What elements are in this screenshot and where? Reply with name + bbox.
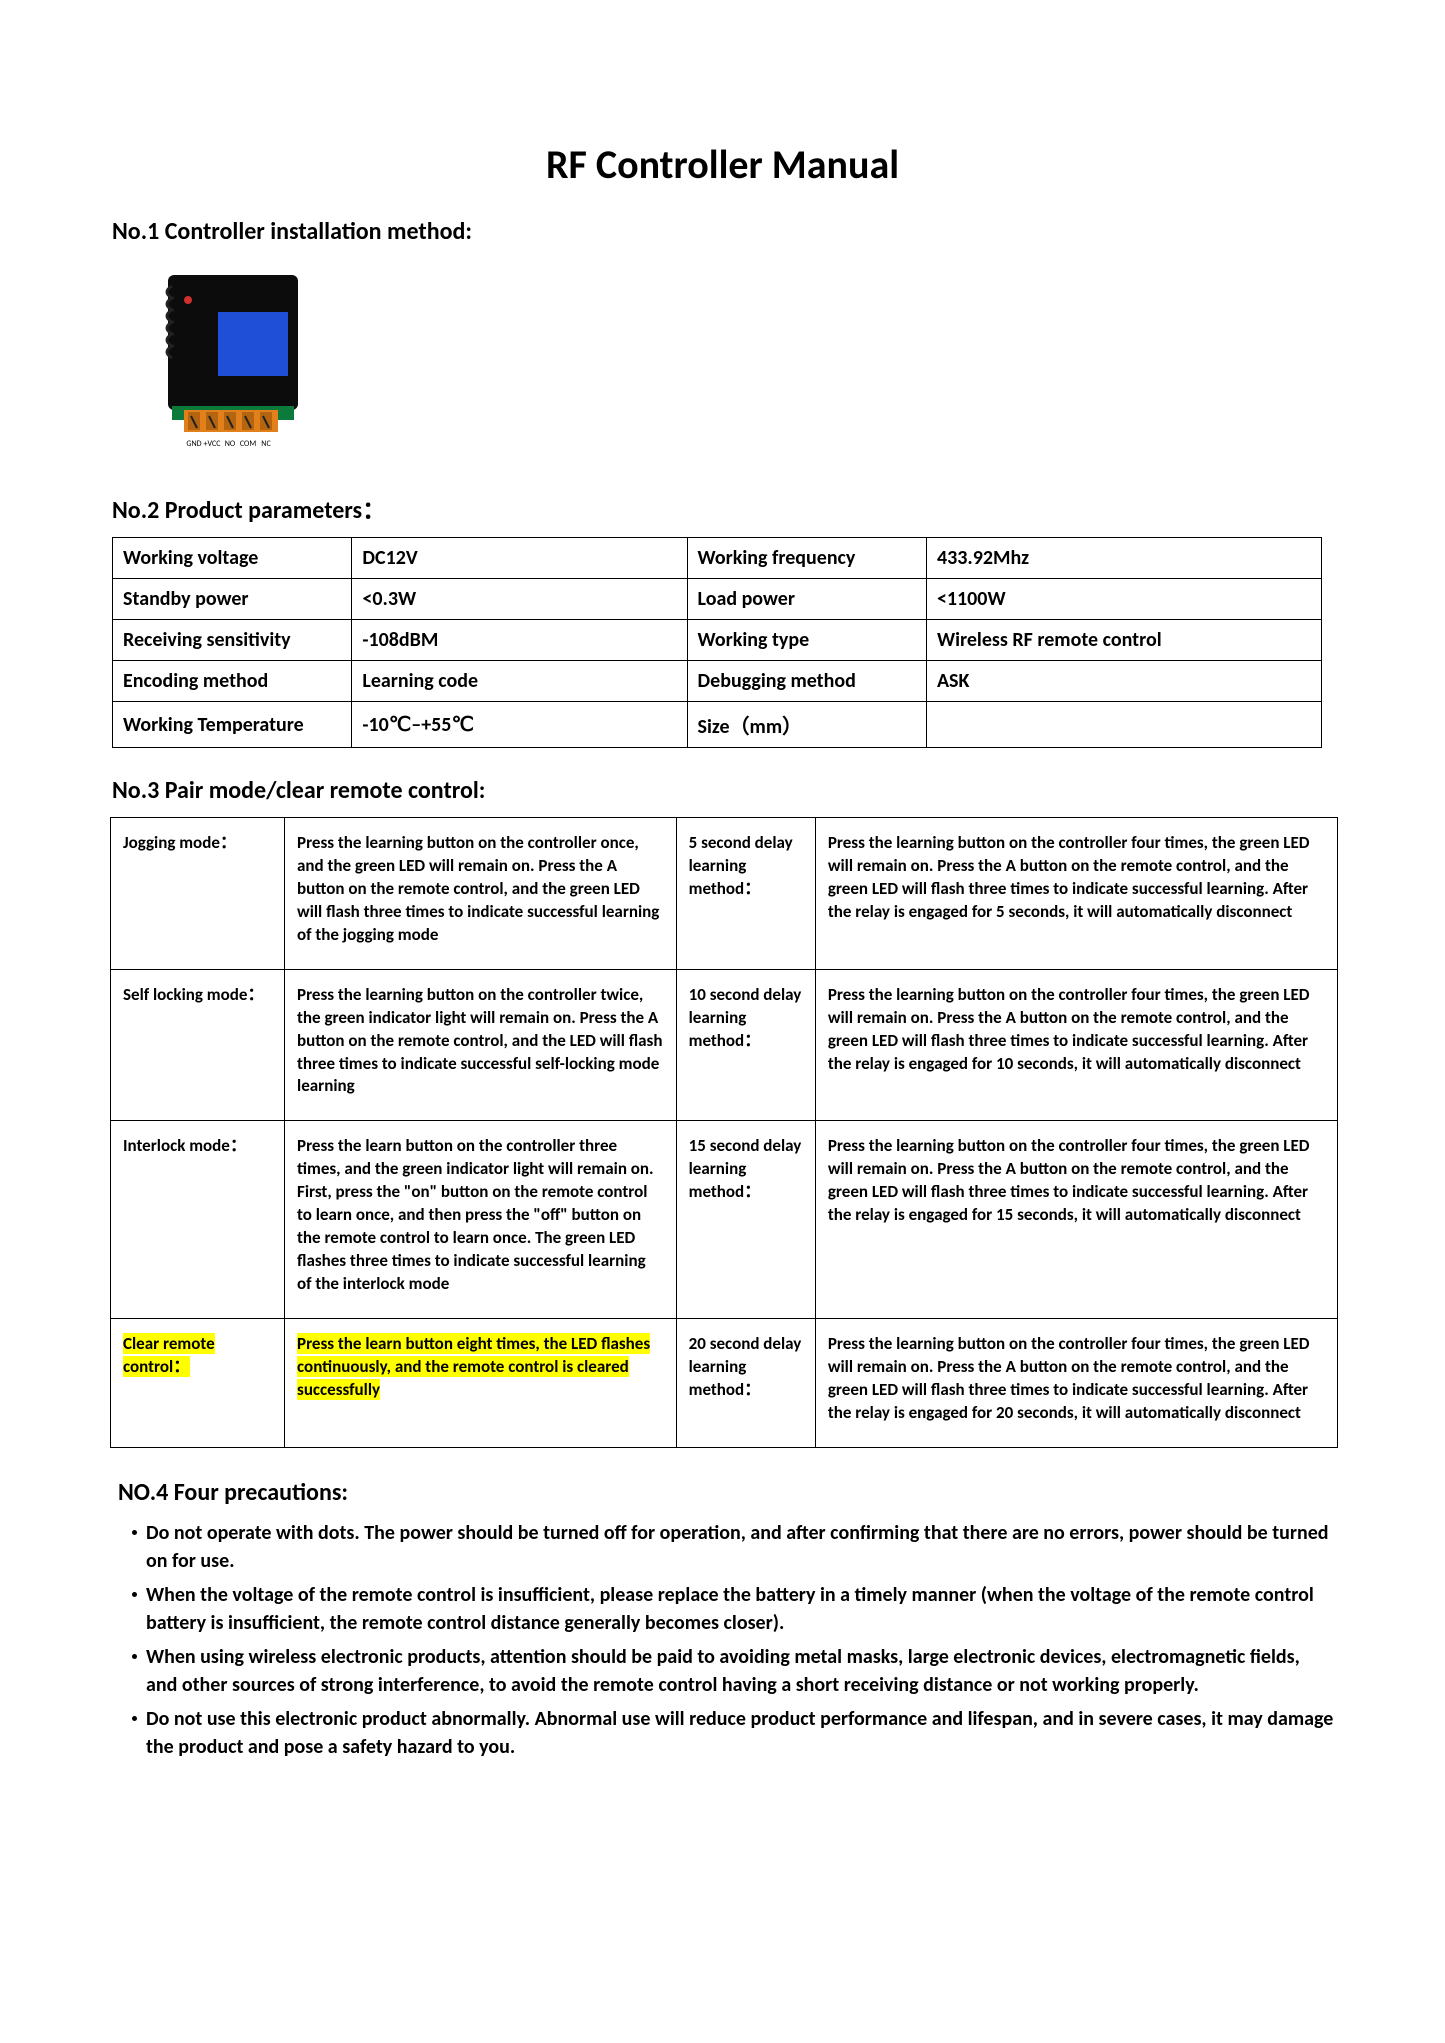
param-label: Working type: [687, 620, 926, 661]
param-label: Load power: [687, 579, 926, 620]
param-value: -10℃–+55℃: [352, 702, 687, 748]
pin-label-gnd: GND: [186, 439, 201, 449]
mode-label: 20 second delay learning method：: [676, 1318, 815, 1447]
table-row: Working Temperature-10℃–+55℃Size（mm）: [113, 702, 1322, 748]
param-value: <1100W: [926, 579, 1321, 620]
table-row: Clear remote control：Press the learn but…: [111, 1318, 1338, 1447]
mode-description: Press the learning button on the control…: [815, 1318, 1337, 1447]
param-label: Encoding method: [113, 661, 352, 702]
mode-label: Self locking mode：: [111, 969, 285, 1121]
mode-description: Press the learn button on the controller…: [285, 1121, 677, 1319]
pin-label-com: COM: [240, 439, 256, 449]
param-value: Wireless RF remote control: [926, 620, 1321, 661]
list-item: Do not use this electronic product abnor…: [132, 1705, 1335, 1761]
list-item: When using wireless electronic products,…: [132, 1643, 1335, 1699]
param-label: Size（mm）: [687, 702, 926, 748]
mode-label: Clear remote control：: [111, 1318, 285, 1447]
pin-label-no: NO: [225, 439, 236, 449]
param-value: ASK: [926, 661, 1321, 702]
pin-label-vcc: +VCC: [204, 439, 222, 449]
page-title: RF Controller Manual: [110, 140, 1335, 189]
param-value: [926, 702, 1321, 748]
mode-label: 5 second delay learning method：: [676, 818, 815, 970]
param-value: 433.92Mhz: [926, 538, 1321, 579]
param-label: Working frequency: [687, 538, 926, 579]
param-label: Debugging method: [687, 661, 926, 702]
param-label: Working Temperature: [113, 702, 352, 748]
precautions-list: Do not operate with dots. The power shou…: [116, 1519, 1335, 1761]
mode-label: 15 second delay learning method：: [676, 1121, 815, 1319]
section-2-heading: No.2 Product parameters：: [112, 490, 1335, 525]
document-page: RF Controller Manual No.1 Controller ins…: [0, 0, 1445, 2043]
mode-description: Press the learning button on the control…: [285, 969, 677, 1121]
param-label: Standby power: [113, 579, 352, 620]
mode-description: Press the learning button on the control…: [285, 818, 677, 970]
table-row: Receiving sensitivity-108dBMWorking type…: [113, 620, 1322, 661]
param-label: Receiving sensitivity: [113, 620, 352, 661]
product-image: GND +VCC NO COM NC: [148, 270, 1335, 450]
mode-label: Interlock mode：: [111, 1121, 285, 1319]
table-row: Working voltageDC12VWorking frequency433…: [113, 538, 1322, 579]
mode-label: Jogging mode：: [111, 818, 285, 970]
section-1-heading: No.1 Controller installation method:: [112, 217, 1335, 246]
params-table: Working voltageDC12VWorking frequency433…: [112, 537, 1322, 748]
precautions: NO.4 Four precautions: Do not operate wi…: [116, 1478, 1335, 1761]
mode-label: 10 second delay learning method：: [676, 969, 815, 1121]
section-3-heading: No.3 Pair mode/clear remote control:: [112, 776, 1335, 805]
param-value: DC12V: [352, 538, 687, 579]
param-label: Working voltage: [113, 538, 352, 579]
param-value: -108dBM: [352, 620, 687, 661]
section-4-heading: NO.4 Four precautions:: [118, 1478, 1335, 1507]
param-value: <0.3W: [352, 579, 687, 620]
table-row: Jogging mode：Press the learning button o…: [111, 818, 1338, 970]
list-item: Do not operate with dots. The power shou…: [132, 1519, 1335, 1575]
mode-description: Press the learning button on the control…: [815, 818, 1337, 970]
table-row: Self locking mode：Press the learning but…: [111, 969, 1338, 1121]
mode-description: Press the learn button eight times, the …: [285, 1318, 677, 1447]
param-value: Learning code: [352, 661, 687, 702]
product-image-svg: GND +VCC NO COM NC: [148, 270, 328, 450]
mode-description: Press the learning button on the control…: [815, 969, 1337, 1121]
mode-description: Press the learning button on the control…: [815, 1121, 1337, 1319]
table-row: Interlock mode：Press the learn button on…: [111, 1121, 1338, 1319]
list-item: When the voltage of the remote control i…: [132, 1581, 1335, 1637]
pin-label-nc: NC: [261, 439, 271, 449]
table-row: Encoding methodLearning codeDebugging me…: [113, 661, 1322, 702]
table-row: Standby power<0.3WLoad power<1100W: [113, 579, 1322, 620]
modes-table: Jogging mode：Press the learning button o…: [110, 817, 1338, 1448]
